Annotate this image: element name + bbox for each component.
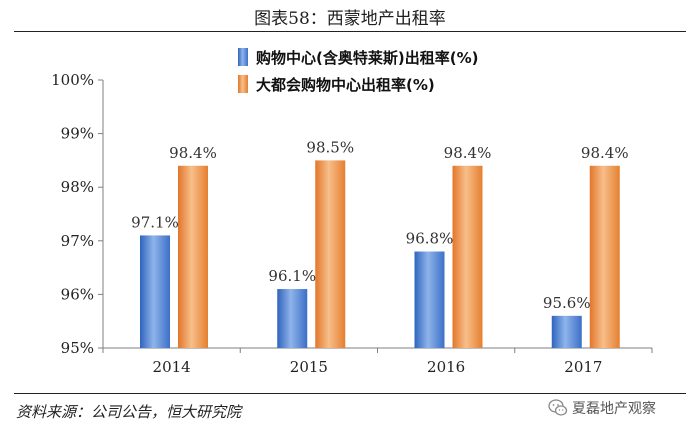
bar-metro-2016 (452, 165, 483, 348)
y-tick-label: 99% (61, 125, 94, 143)
y-tick-label: 100% (51, 71, 94, 89)
legend: 购物中心(含奥特莱斯)出租率(%) 大都会购物中心出租率(%) (238, 48, 478, 94)
watermark: 夏磊地产观察 (548, 398, 656, 418)
data-label: 98.4% (444, 144, 492, 162)
data-label: 96.1% (268, 267, 316, 285)
title-divider (14, 31, 686, 32)
source-note: 资料来源：公司公告，恒大研究院 (16, 403, 242, 421)
data-labels: 97.1% 96.1% 96.8% 95.6% 98.4% 98.5% 98.4% 98.4% (131, 138, 628, 311)
bar-metro-2017 (589, 165, 620, 348)
x-tick-label: 2014 (153, 358, 191, 376)
bar-mall-2014 (140, 235, 170, 348)
y-tick-label: 97% (61, 232, 94, 250)
legend-label: 大都会购物中心出租率(%) (256, 76, 435, 94)
watermark-text: 夏磊地产观察 (572, 401, 656, 417)
legend-label: 购物中心(含奥特莱斯)出租率(%) (256, 49, 478, 67)
y-tick-label: 96% (61, 285, 94, 303)
bar-metro-2015 (315, 160, 346, 348)
bar-mall-2015 (277, 289, 308, 348)
data-label: 97.1% (131, 213, 179, 231)
chart-title: 图表58：西蒙地产出租率 (254, 9, 446, 29)
x-tick-label: 2015 (290, 358, 328, 376)
data-label: 98.5% (306, 138, 354, 156)
bar-mall-2016 (414, 251, 445, 348)
wechat-icon (548, 399, 568, 416)
axes: 95% 96% 97% 98% 99% 100% 2014 2015 2016 2017 (51, 71, 653, 376)
bar-metro-2014 (178, 165, 208, 348)
x-tick-label: 2016 (427, 358, 465, 376)
data-label: 98.4% (169, 144, 217, 162)
legend-swatch (238, 75, 248, 93)
y-tick-label: 98% (61, 178, 94, 196)
data-label: 95.6% (543, 294, 591, 312)
x-tick-label: 2017 (564, 358, 602, 376)
y-tick-label: 95% (61, 339, 94, 357)
bar-mall-2017 (551, 315, 582, 348)
legend-swatch (238, 48, 248, 66)
bars (140, 160, 620, 348)
data-label: 96.8% (406, 230, 454, 248)
footer-divider (14, 393, 686, 394)
data-label: 98.4% (581, 144, 629, 162)
